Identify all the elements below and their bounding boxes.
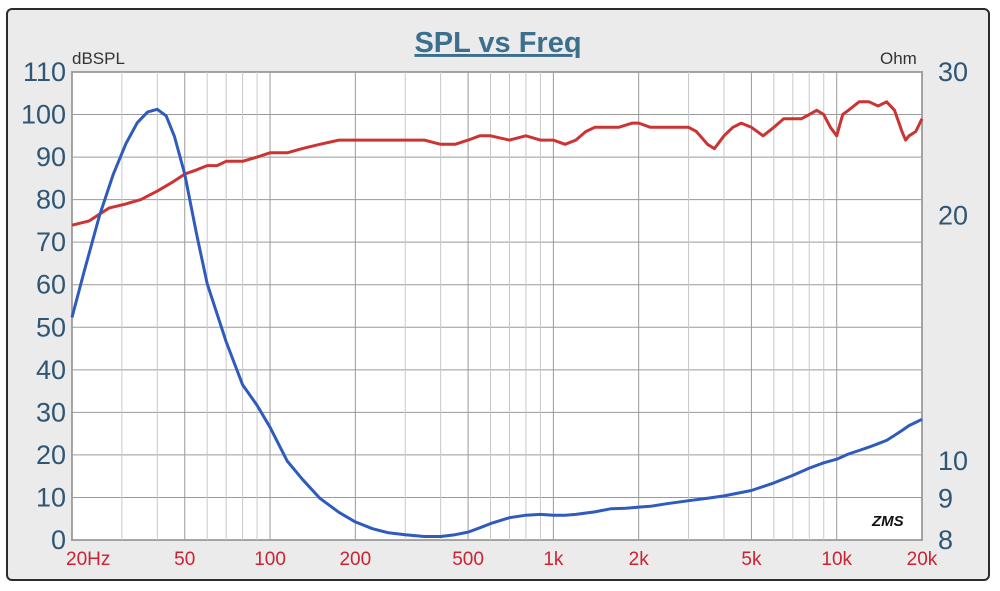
y-tick-label: 0 (51, 525, 66, 555)
x-tick-label: 500 (452, 549, 484, 570)
right-axis-label: Ohm (880, 49, 917, 68)
y-tick-label: 30 (36, 397, 66, 427)
y-tick-label: 100 (21, 100, 66, 130)
y2-tick-label: 20 (938, 201, 968, 231)
zms-logo: ZMS (871, 513, 904, 530)
x-tick-label: 20k (907, 549, 938, 570)
plot-area (71, 71, 923, 541)
left-axis-ticks: 0 10 20 30 40 50 60 70 80 90 100 110 (21, 57, 66, 555)
x-tick-label: 100 (254, 549, 286, 570)
series-lines (70, 100, 924, 538)
y-tick-label: 10 (36, 482, 66, 512)
y-tick-label: 110 (23, 57, 66, 87)
y-tick-label: 70 (36, 227, 66, 257)
y-tick-label: 20 (36, 440, 66, 470)
y-tick-label: 50 (36, 312, 66, 342)
left-axis-label: dBSPL (72, 49, 125, 68)
y2-tick-label: 8 (938, 525, 953, 555)
x-tick-label: 2k (629, 549, 650, 570)
y2-tick-label: 30 (938, 57, 968, 87)
x-axis-ticks: 20Hz 50 100 200 500 1k 2k 5k 10k 20k (66, 549, 938, 570)
chart-title: SPL vs Freq (414, 27, 581, 59)
x-tick-label: 10k (821, 549, 852, 570)
impedance-line (70, 107, 923, 538)
x-tick-label: 1k (543, 549, 564, 570)
y-tick-label: 80 (36, 185, 66, 215)
y-tick-label: 90 (36, 142, 66, 172)
spl-line (71, 100, 924, 227)
x-tick-label: 50 (174, 549, 195, 570)
y-tick-label: 60 (36, 270, 66, 300)
grid (71, 71, 923, 541)
x-tick-label: 200 (339, 549, 371, 570)
y-tick-label: 40 (36, 355, 66, 385)
y2-tick-label: 10 (938, 446, 968, 476)
y2-tick-label: 9 (938, 483, 953, 513)
x-tick-label: 5k (741, 549, 762, 570)
x-tick-label: 20Hz (66, 549, 110, 570)
right-axis-ticks: 8 9 10 20 30 (938, 57, 968, 555)
